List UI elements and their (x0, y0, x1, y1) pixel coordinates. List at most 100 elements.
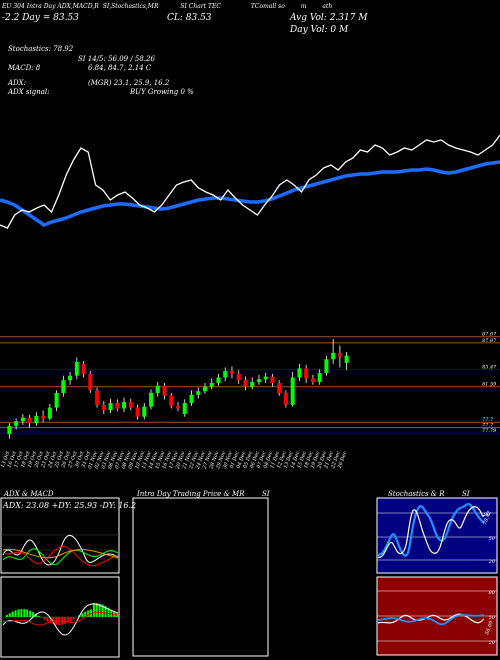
stoch-tick-80: 80 (484, 512, 491, 518)
candle-body (283, 393, 288, 405)
macd-bar (29, 610, 32, 617)
x-axis-label: 09 Nov (128, 450, 140, 469)
macd-bar (37, 615, 40, 617)
macd-bar (14, 610, 17, 617)
candle-body (229, 371, 234, 374)
stoch-panel-si: SI (462, 490, 470, 498)
macd-bar (23, 609, 26, 617)
candle-body (68, 375, 73, 381)
macd-bar (61, 617, 63, 625)
macd-bar (26, 609, 29, 617)
adx-values-line: ADX: 23.08 +DY: 25.93 -DY: 16.2 (3, 501, 137, 510)
candle-body (317, 372, 322, 383)
macd-bar (72, 617, 75, 620)
macd-bar (95, 603, 98, 617)
x-axis-label: 18 Oct (20, 450, 32, 469)
macd-bar (66, 617, 69, 623)
x-axis-label: 16 Oct (7, 450, 19, 469)
candle-body (250, 382, 255, 387)
si-value: SI 14/5: 56.09 / 58.26 (78, 55, 155, 63)
candle-body (149, 393, 154, 407)
macd-bar (34, 613, 37, 617)
indicator-panels: 80 50 20 78.92 80 50 20 56.09 (0, 497, 498, 658)
price-level-label: 81.59 (482, 382, 497, 388)
x-axis-label: 04 Dec (236, 450, 248, 469)
adx-panel (0, 497, 120, 574)
macd-bar (107, 607, 110, 617)
candle-body (95, 390, 100, 405)
x-axis-label: 07 Dec (256, 450, 268, 469)
candle-body (162, 385, 167, 396)
header-part-2: SI,Stochastics,MR (102, 3, 159, 10)
macd-bar (52, 617, 55, 625)
header-part-4: TComall so (250, 3, 285, 10)
x-axis-label: 08 Dec (263, 450, 275, 469)
candle-body (108, 403, 113, 411)
macd-bar (101, 604, 104, 617)
x-axis-label: 17 Nov (168, 450, 180, 469)
moving-average-line (0, 160, 500, 227)
x-axis-label: 13 Dec (283, 450, 295, 469)
macd-bar (87, 610, 90, 617)
candle-body (142, 406, 147, 417)
stoch-value-label: 78.92 (482, 510, 493, 526)
adx-panel-title: ADX & MACD (4, 490, 54, 498)
rsi-tick-50: 50 (489, 615, 496, 621)
x-axis-label: 02 Nov (94, 450, 106, 469)
candle-body (209, 382, 214, 387)
intraday-panel-si: SI (262, 490, 270, 498)
candle-body (54, 393, 59, 408)
x-axis-label: 17 Oct (13, 450, 25, 469)
header-part-6: ath (322, 3, 333, 10)
price-level-label: 87.07 (482, 332, 497, 338)
candle-body (128, 402, 133, 408)
intraday-panel (132, 497, 269, 657)
x-axis-label: 19 Oct (27, 450, 39, 469)
macd-bar (110, 609, 113, 617)
macd-bar (43, 617, 46, 620)
x-axis-label: 30 Nov (222, 450, 234, 469)
header-part-5: m (300, 3, 307, 10)
candle-body (290, 377, 295, 405)
adx-values: (MGR) 23.1, 25.9, 16.2 (88, 79, 170, 87)
x-axis-label: 15 Dec (296, 450, 308, 469)
candle-body (202, 386, 207, 392)
avg-volume: Avg Vol: 2.317 M (290, 13, 368, 23)
adx-line (2, 535, 119, 566)
candle-body (101, 404, 106, 411)
macd-values: 6.84, 84.7, 2.14 C (88, 64, 152, 72)
macd-bar (32, 612, 34, 617)
candle-body (337, 352, 342, 357)
candle-body (182, 403, 187, 414)
stoch-k-line (377, 506, 485, 558)
x-axis-label: 08 Nov (121, 450, 133, 469)
candle-body (297, 368, 302, 378)
chart-close-label: CL: 83.53 (167, 13, 212, 23)
macd-bar (5, 615, 8, 617)
macd-bar (92, 603, 95, 617)
x-axis-label: 05 Dec (242, 450, 254, 469)
adx-smooth-line (2, 548, 119, 559)
candle-body (270, 376, 275, 383)
x-axis-label: 03 Nov (101, 450, 113, 469)
x-axis-label: 14 Nov (148, 450, 160, 469)
candle-body (74, 361, 79, 376)
x-axis-label: 15 Nov (155, 450, 167, 469)
x-axis-label: 11 Dec (269, 450, 281, 469)
rsi-value-label: 56.09 (484, 619, 495, 635)
candle-body (7, 425, 12, 435)
x-axis-label: 06 Dec (249, 450, 261, 469)
candle-body (176, 405, 180, 409)
candle-body (88, 373, 93, 391)
candle-body (47, 407, 52, 419)
macd-bar (8, 613, 11, 617)
rsi-line (377, 613, 485, 624)
stoch-tick-50: 50 (489, 536, 496, 542)
candle-body (243, 380, 248, 387)
rsi-tick-80: 80 (489, 590, 496, 596)
price-level-label: 77.7 (482, 417, 494, 423)
macd-bar (49, 617, 52, 624)
candle-body (331, 352, 336, 360)
rsi-tick-20: 20 (488, 640, 496, 646)
candle-body (20, 417, 25, 422)
